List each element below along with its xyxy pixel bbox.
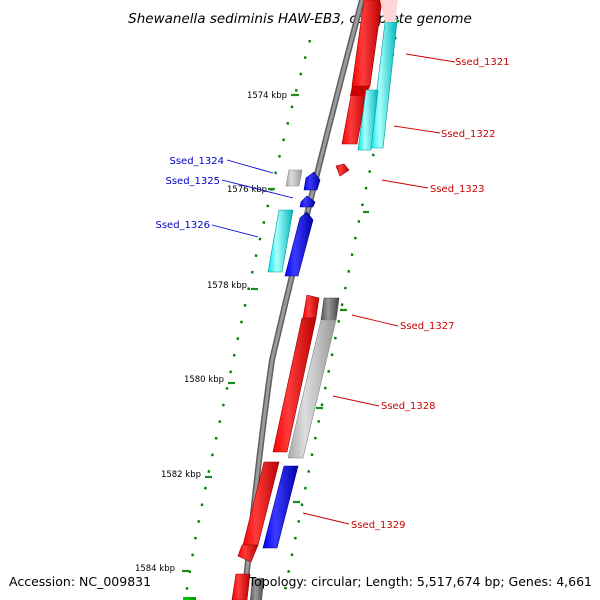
- tick-label-1578: 1578 kbp: [207, 281, 247, 291]
- gene-label-ssed-1325[interactable]: Ssed_1325: [165, 176, 220, 187]
- leader-line: [302, 512, 350, 525]
- gene-ssed-1323[interactable]: [335, 163, 350, 177]
- gene-ssed-1322[interactable]: [341, 86, 379, 151]
- map-title: Shewanella sediminis HAW-EB3, complete g…: [128, 11, 472, 27]
- gene-ssed-1328[interactable]: [272, 317, 337, 459]
- gene-partial-bottom: [183, 573, 264, 600]
- leader-line: [381, 179, 429, 189]
- gene-label-ssed-1329[interactable]: Ssed_1329: [351, 520, 406, 531]
- tick-label-1584: 1584 kbp: [135, 564, 175, 574]
- tick-label-1582: 1582 kbp: [161, 470, 201, 480]
- tick-label-1576: 1576 kbp: [227, 185, 267, 195]
- gene-ssed-1321[interactable]: [351, 0, 398, 149]
- tick-label-1580: 1580 kbp: [184, 375, 224, 385]
- gene-label-ssed-1324[interactable]: Ssed_1324: [169, 156, 224, 167]
- gene-ssed-1326[interactable]: [267, 209, 314, 277]
- tick-label-1574: 1574 kbp: [247, 91, 287, 101]
- gene-label-ssed-1321[interactable]: Ssed_1321: [455, 57, 510, 68]
- major-ticks: [182, 93, 299, 573]
- gene-label-ssed-1327[interactable]: Ssed_1327: [400, 321, 455, 332]
- gene-label-ssed-1328[interactable]: Ssed_1328: [381, 401, 436, 412]
- gene-label-ssed-1326[interactable]: Ssed_1326: [155, 220, 210, 231]
- leader-line: [332, 395, 380, 407]
- outer-dotted-circle: [183, 39, 312, 600]
- leader-line: [226, 159, 274, 174]
- gene-ssed-1327[interactable]: [302, 294, 340, 321]
- gene-label-ssed-1322[interactable]: Ssed_1322: [441, 129, 496, 140]
- gene-ssed-1329[interactable]: [237, 461, 299, 563]
- leader-line: [211, 224, 259, 238]
- gene-ssed-1324[interactable]: [285, 169, 321, 191]
- accession-text: Accession: NC_009831: [9, 574, 151, 589]
- leader-line: [351, 314, 399, 327]
- gene-ssed-1325[interactable]: [299, 195, 316, 208]
- gene-label-ssed-1323[interactable]: Ssed_1323: [430, 184, 485, 195]
- leader-line: [405, 53, 456, 63]
- leader-line: [221, 179, 294, 199]
- leader-line: [393, 125, 441, 134]
- leader-lines: [211, 53, 456, 525]
- topology-text: Topology: circular; Length: 5,517,674 bp…: [248, 574, 592, 589]
